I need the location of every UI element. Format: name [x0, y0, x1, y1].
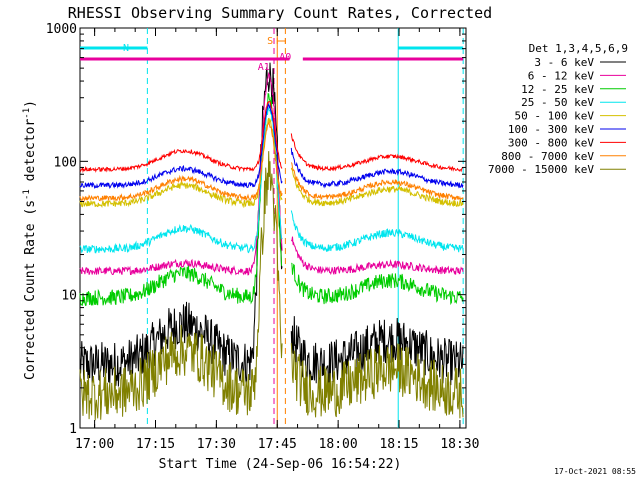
- annotation-n: N: [123, 43, 129, 54]
- series-line-6-seg-0: [79, 101, 283, 174]
- series-line-5-seg-1: [290, 147, 464, 189]
- x-tick-label-0: 17:00: [75, 437, 114, 452]
- series-line-4-seg-1: [290, 167, 464, 208]
- series-line-3-seg-0: [79, 107, 283, 254]
- annotation-s: S: [267, 36, 273, 47]
- x-tick-label-5: 18:15: [379, 437, 418, 452]
- y-axis-label: Corrected Count Rate (s-1 detector-1): [22, 100, 38, 380]
- chart-title: RHESSI Observing Summary Count Rates, Co…: [68, 4, 492, 22]
- series-line-8-seg-1: [290, 343, 464, 419]
- x-tick-label-6: 18:30: [440, 437, 479, 452]
- series-line-2-seg-0: [79, 93, 283, 307]
- y-tick-label-3: 1000: [46, 22, 77, 37]
- series-line-4-seg-0: [79, 117, 283, 209]
- series-line-8-seg-0: [79, 151, 283, 421]
- series-line-7-seg-1: [290, 162, 464, 202]
- x-tick-label-2: 17:30: [197, 437, 236, 452]
- legend-label-2: 12 - 25 keV: [521, 83, 594, 96]
- y-tick-label-2: 100: [54, 155, 77, 170]
- annotation-a0: A0: [279, 52, 291, 63]
- legend-label-0: 3 - 6 keV: [534, 56, 594, 69]
- series-line-2-seg-1: [291, 262, 464, 306]
- series-line-5-seg-0: [79, 102, 283, 190]
- series-line-1-seg-0: [79, 71, 283, 276]
- series-line-6-seg-1: [290, 133, 464, 173]
- plot-area: [79, 27, 467, 429]
- series-line-7-seg-0: [79, 120, 283, 203]
- legend-label-6: 300 - 800 keV: [508, 136, 594, 149]
- legend-label-3: 25 - 50 keV: [521, 96, 594, 109]
- plot-frame: [79, 27, 467, 429]
- legend-label-4: 50 - 100 keV: [515, 110, 595, 123]
- series-line-1-seg-1: [290, 236, 464, 276]
- legend-label-5: 100 - 300 keV: [508, 123, 594, 136]
- legend-title: Det 1,3,4,5,6,9: [529, 42, 628, 55]
- status-bars: N S A1 A0: [80, 36, 464, 73]
- x-tick-label-4: 18:00: [319, 437, 358, 452]
- axes: 1 10 100 1000 17:00 17:15 17:30 17:45 18:00 18:15…: [46, 22, 480, 452]
- x-axis-label: Start Time (24-Sep-06 16:54:22): [159, 457, 402, 472]
- y-tick-label-0: 1: [69, 422, 77, 437]
- legend-label-8: 7000 - 15000 keV: [488, 163, 594, 176]
- legend-label-7: 800 - 7000 keV: [501, 150, 594, 163]
- series-group: [79, 62, 464, 421]
- legend-label-1: 6 - 12 keV: [528, 69, 595, 82]
- series-line-0-seg-0: [79, 62, 283, 387]
- annotation-a1: A1: [258, 62, 270, 73]
- x-tick-label-1: 17:15: [136, 437, 175, 452]
- series-line-3-seg-1: [290, 210, 464, 253]
- x-tick-label-3: 17:45: [258, 437, 297, 452]
- y-tick-label-1: 10: [61, 289, 77, 304]
- footer-date: 17-Oct-2021 08:55: [554, 467, 636, 476]
